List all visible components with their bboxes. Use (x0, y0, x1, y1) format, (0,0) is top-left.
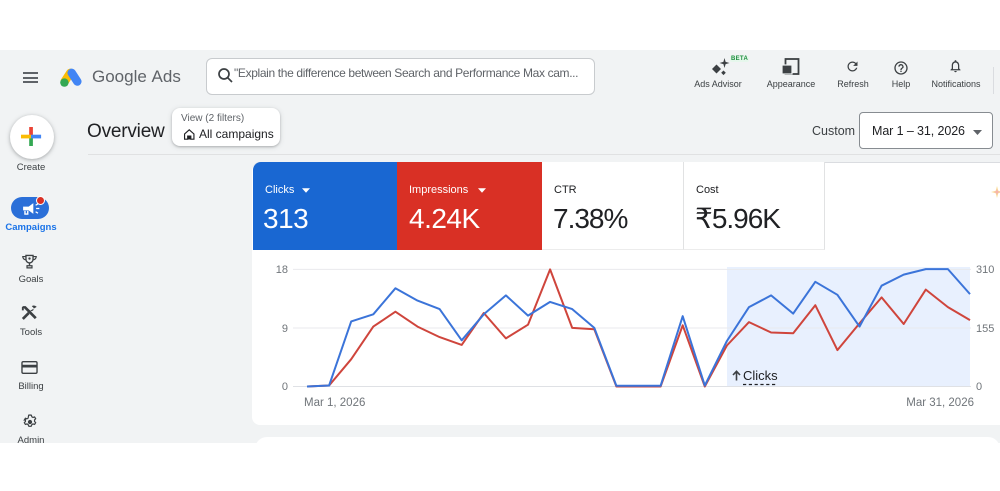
svg-text:Mar 31, 2026: Mar 31, 2026 (906, 397, 974, 409)
svg-text:Mar 1, 2026: Mar 1, 2026 (304, 397, 365, 409)
svg-text:0: 0 (282, 381, 288, 393)
svg-text:155: 155 (976, 323, 994, 335)
svg-text:Clicks: Clicks (743, 368, 778, 383)
svg-text:9: 9 (282, 323, 288, 335)
svg-text:18: 18 (276, 264, 288, 276)
svg-text:0: 0 (976, 381, 982, 393)
svg-text:310: 310 (976, 264, 994, 276)
